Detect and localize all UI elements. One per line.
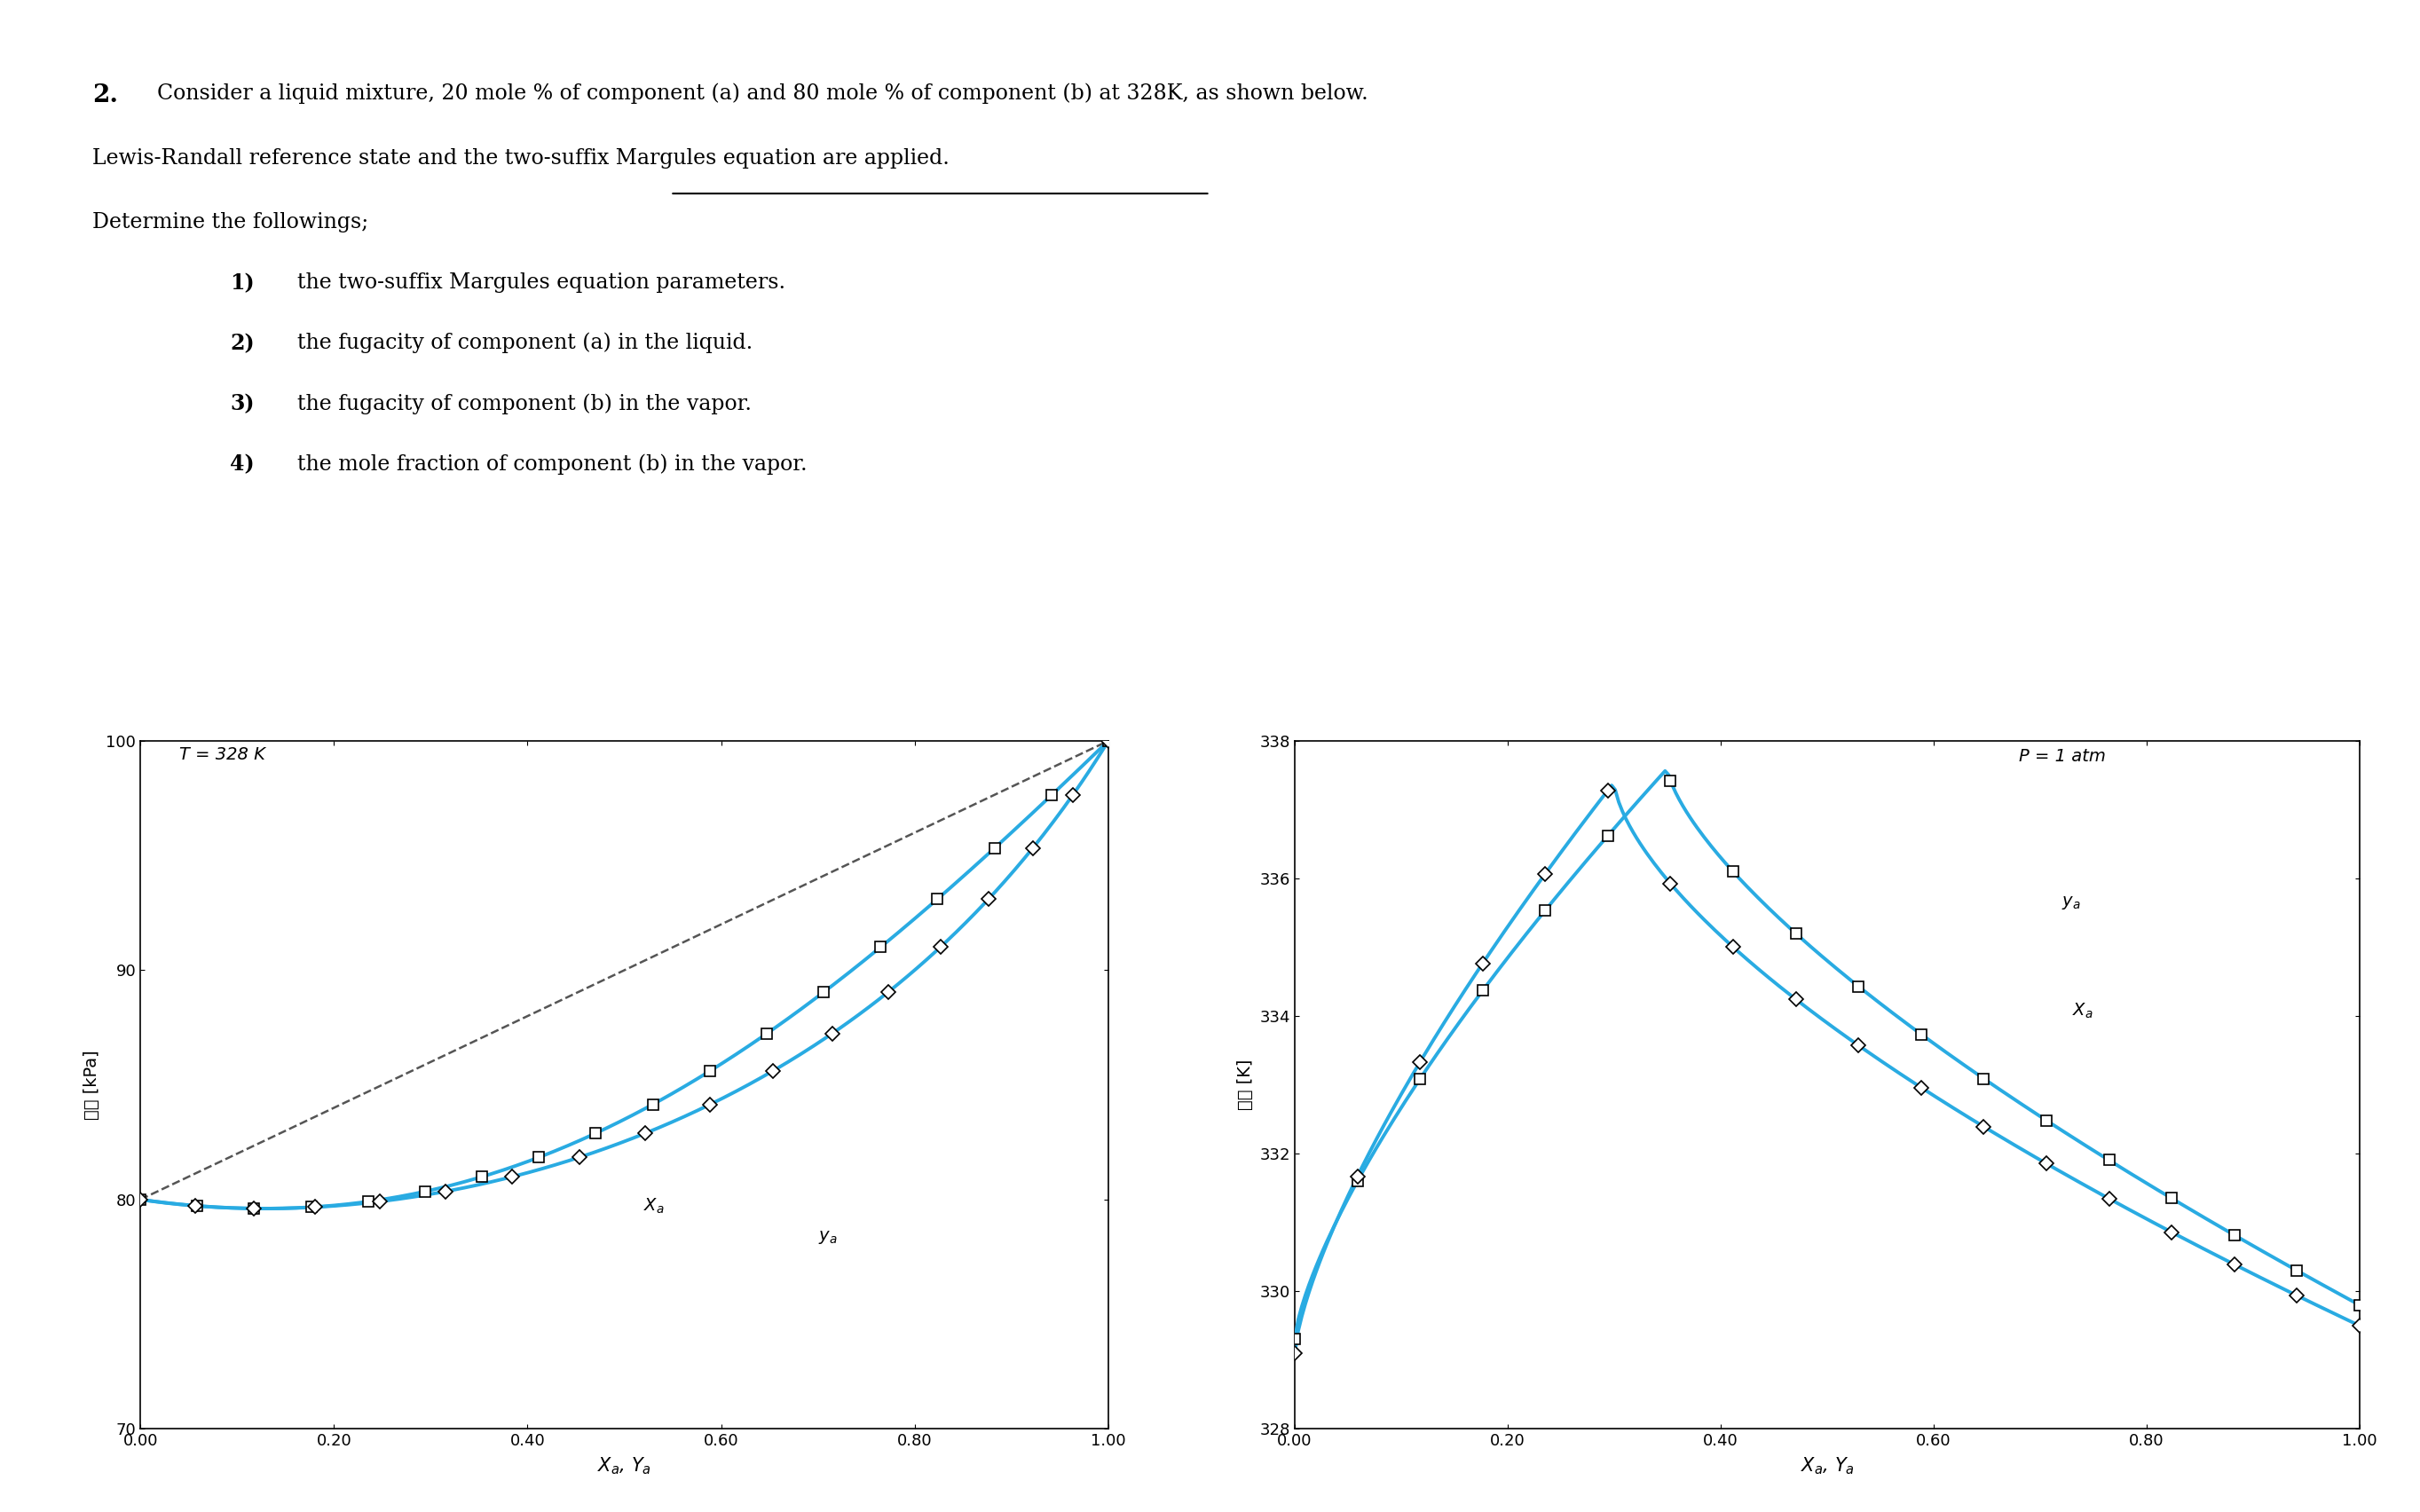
Text: $y_a$: $y_a$ — [818, 1229, 837, 1246]
Text: $X_a$: $X_a$ — [644, 1198, 666, 1216]
Text: $y_a$: $y_a$ — [2062, 895, 2081, 912]
X-axis label: $X_a$, $Y_a$: $X_a$, $Y_a$ — [1800, 1455, 1854, 1476]
Y-axis label: 압력 [kPa]: 압력 [kPa] — [82, 1049, 99, 1120]
Text: 2): 2) — [230, 333, 254, 354]
Text: 3): 3) — [230, 393, 254, 414]
Text: Determine the followings;: Determine the followings; — [92, 212, 368, 231]
Text: 2.: 2. — [92, 83, 119, 107]
Text: the fugacity of component (b) in the vapor.: the fugacity of component (b) in the vap… — [298, 393, 753, 414]
Text: the mole fraction of component (b) in the vapor.: the mole fraction of component (b) in th… — [298, 454, 808, 475]
Y-axis label: 온도 [K]: 온도 [K] — [1237, 1060, 1254, 1110]
Text: the fugacity of component (a) in the liquid.: the fugacity of component (a) in the liq… — [298, 333, 753, 354]
Text: $X_a$: $X_a$ — [2072, 1002, 2093, 1021]
Text: Lewis-Randall reference state and the two-suffix Margules equation are applied.: Lewis-Randall reference state and the tw… — [92, 148, 949, 168]
Text: 1): 1) — [230, 272, 254, 293]
Text: T = 328 K: T = 328 K — [179, 745, 266, 762]
Text: P = 1 atm: P = 1 atm — [2018, 748, 2105, 765]
Text: 4): 4) — [230, 454, 254, 475]
Text: the two-suffix Margules equation parameters.: the two-suffix Margules equation paramet… — [298, 272, 786, 292]
X-axis label: $X_a$, $Y_a$: $X_a$, $Y_a$ — [598, 1455, 651, 1476]
Text: Consider a liquid mixture, 20 mole % of component (a) and 80 mole % of component: Consider a liquid mixture, 20 mole % of … — [157, 83, 1367, 104]
